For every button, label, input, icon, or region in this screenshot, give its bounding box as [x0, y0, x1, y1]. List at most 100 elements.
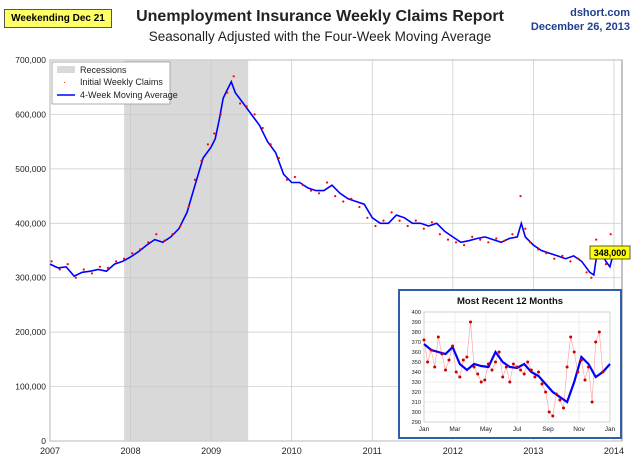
weekly-claims-point [193, 178, 197, 181]
y-tick-label: 600,000 [15, 109, 46, 119]
chart-title: Unemployment Insurance Weekly Claims Rep… [136, 8, 504, 25]
inset-claims-point [426, 360, 430, 364]
weekly-claims-point [219, 113, 222, 116]
weekly-claims-point [537, 248, 540, 251]
legend-recession-label: Recessions [80, 65, 127, 75]
source-site: dshort.com [570, 7, 630, 19]
inset-claims-point [533, 375, 537, 379]
weekly-claims-point [171, 233, 174, 236]
x-tick-label: 2013 [523, 446, 543, 456]
inset-y-tick-label: 380 [412, 330, 421, 336]
inset-claims-point [504, 365, 508, 369]
weekly-claims-point [471, 235, 474, 238]
inset-claims-point [576, 370, 580, 374]
inset-claims-point [551, 414, 555, 418]
inset-y-tick-label: 330 [412, 380, 421, 386]
weekly-claims-point [561, 254, 564, 257]
inset-x-tick-label: Nov [573, 426, 585, 433]
weekly-claims-point [569, 260, 572, 263]
x-tick-label: 2007 [40, 446, 60, 456]
inset-claims-point [547, 410, 551, 414]
inset-claims-point [529, 368, 533, 372]
weekly-claims-point [200, 159, 203, 162]
weekly-claims-point [479, 238, 482, 241]
weekly-claims-point [269, 143, 272, 146]
legend-recession-swatch [57, 66, 75, 73]
inset-claims-point [569, 335, 573, 339]
weekly-claims-point [301, 184, 305, 187]
inset-claims-point [433, 365, 437, 369]
inset-x-tick-label: Mar [449, 426, 461, 433]
x-tick-label: 2008 [121, 446, 141, 456]
weekly-claims-point [463, 244, 466, 247]
inset-title: Most Recent 12 Months [457, 296, 563, 307]
inset-y-tick-label: 320 [412, 390, 421, 396]
inset-claims-point [579, 358, 583, 362]
weekly-claims-point [454, 241, 458, 244]
weekly-claims-point [430, 221, 433, 224]
weekly-claims-point [511, 233, 514, 236]
weekly-claims-point [90, 272, 93, 275]
inset-y-tick-label: 370 [412, 340, 421, 346]
weekly-claims-point [139, 248, 142, 251]
weekly-claims-point [155, 233, 158, 236]
weekly-claims-point [187, 205, 190, 209]
inset-claims-point [501, 375, 505, 379]
weekly-claims-point [50, 260, 53, 263]
legend: Recessions · Initial Weekly Claims 4-Wee… [51, 61, 178, 105]
inset-y-tick-label: 390 [412, 320, 421, 326]
y-tick-label: 700,000 [15, 55, 46, 65]
weekly-claims-point [342, 200, 345, 203]
weekly-claims-point [239, 102, 242, 105]
weekly-claims-point [261, 126, 264, 130]
weekly-claims-point [524, 227, 527, 230]
x-tick-label: 2014 [604, 446, 624, 456]
weekly-claims-point [293, 175, 296, 179]
inset-claims-point [594, 340, 598, 344]
inset-claims-point [422, 338, 426, 342]
weekly-claims-point [326, 181, 329, 184]
weekly-claims-point [350, 197, 353, 200]
weekly-claims-point [115, 260, 118, 263]
inset-claims-point [565, 365, 569, 369]
inset-claims-point [562, 406, 565, 410]
weekly-claims-point [446, 238, 450, 241]
weekly-claims-point [487, 241, 490, 244]
inset-x-tick-label: Jan [605, 426, 616, 433]
inset-claims-point [522, 372, 526, 376]
y-tick-label: 100,000 [15, 382, 46, 392]
weekly-claims-point [334, 195, 337, 198]
y-tick-label: 500,000 [15, 164, 46, 174]
inset-y-tick-label: 360 [412, 350, 421, 356]
weekly-claims-point [66, 263, 69, 266]
inset-y-tick-label: 350 [412, 360, 421, 366]
weekly-claims-point [82, 268, 85, 271]
inset-claims-point [601, 370, 605, 374]
inset-claims-point [490, 368, 494, 372]
weekly-claims-point [131, 252, 134, 255]
inset-claims-point [554, 392, 558, 396]
weekly-claims-point [495, 237, 498, 240]
weekly-claims-point [226, 91, 229, 94]
weekly-claims-point [529, 241, 532, 244]
weekly-claims-point [206, 143, 209, 146]
inset-claims-point [515, 365, 519, 369]
inset-claims-point [472, 365, 476, 369]
weekly-claims-point [406, 224, 409, 228]
source-block: dshort.com December 26, 2013 [531, 6, 630, 34]
legend-claims-marker: · [63, 77, 66, 87]
x-tick-label: 2009 [201, 446, 221, 456]
weekly-claims-point [390, 211, 393, 214]
weekly-claims-point [366, 216, 369, 219]
y-tick-label: 300,000 [15, 273, 46, 283]
weekly-claims-point [414, 219, 417, 222]
recession-band [124, 60, 249, 441]
inset-x-tick-label: Jul [513, 426, 522, 433]
weekly-claims-point [519, 195, 522, 198]
inset-claims-point [476, 372, 480, 376]
y-tick-label: 0 [41, 436, 46, 446]
x-tick-label: 2010 [282, 446, 302, 456]
inset-claims-point [451, 344, 455, 348]
